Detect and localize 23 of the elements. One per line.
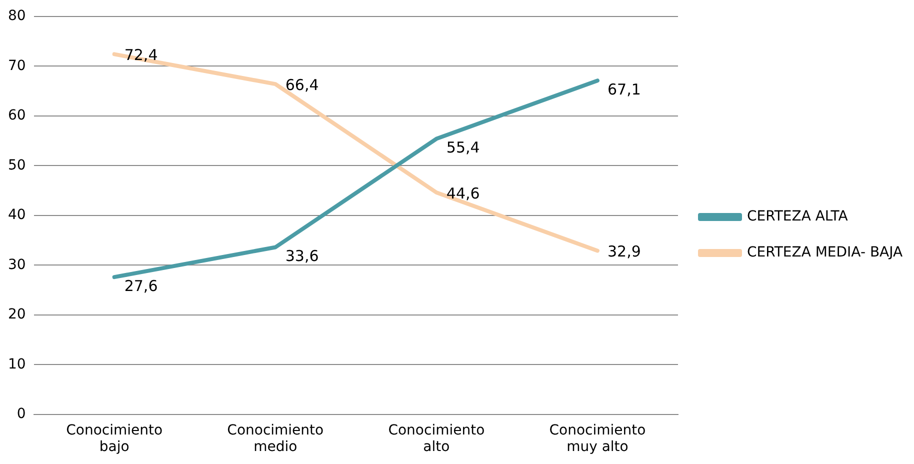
x-tick-label: Conocimiento medio (227, 422, 324, 456)
data-label: 32,9 (607, 242, 641, 261)
data-label: 44,6 (446, 184, 480, 202)
x-tick-label: Conocimiento muy alto (549, 422, 646, 456)
y-tick-label: 10 (8, 356, 26, 372)
data-label: 66,4 (285, 76, 319, 94)
y-tick-label: 0 (16, 406, 26, 422)
data-label: 33,6 (285, 247, 319, 266)
y-tick-label: 30 (8, 256, 26, 273)
data-label: 27,6 (124, 276, 158, 295)
x-tick-label: Conocimiento alto (388, 422, 485, 456)
legend-label: CERTEZA MEDIA- BAJA (747, 244, 904, 261)
data-label: 67,1 (607, 80, 641, 98)
data-label: 72,4 (124, 46, 158, 64)
x-tick-label: Conocimiento bajo (66, 422, 163, 456)
data-label: 55,4 (446, 138, 480, 157)
y-tick-label: 50 (8, 157, 26, 174)
y-tick-label: 60 (8, 108, 26, 124)
y-tick-label: 40 (8, 207, 26, 224)
y-tick-label: 80 (8, 8, 26, 24)
legend-label: CERTEZA ALTA (747, 208, 848, 225)
y-tick-label: 20 (8, 306, 26, 323)
y-tick-label: 70 (8, 58, 26, 74)
